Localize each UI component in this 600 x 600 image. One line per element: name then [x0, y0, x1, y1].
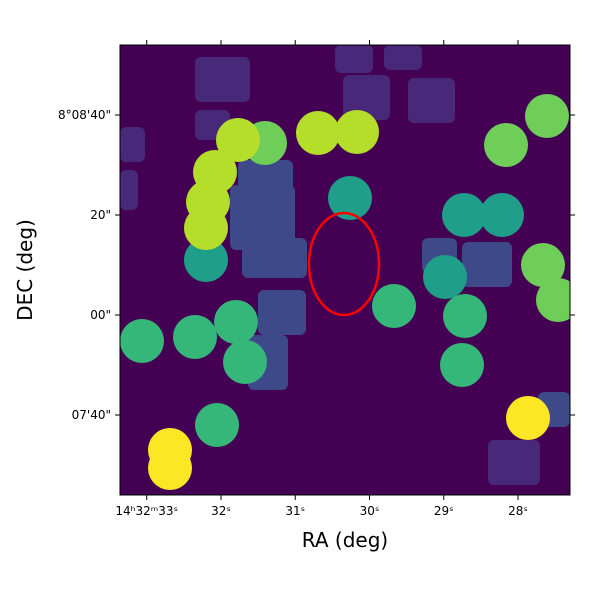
y-tick-label: 20"	[90, 208, 111, 222]
blobs-rect-purple	[120, 45, 540, 485]
x-axis-label: RA (deg)	[302, 528, 388, 552]
blobs-teal	[184, 176, 524, 299]
x-tick-label: 32ˢ	[211, 504, 231, 518]
y-axis-label: DEC (deg)	[13, 219, 37, 321]
y-tick-label: 8°08'40"	[58, 108, 111, 122]
image	[120, 45, 570, 495]
x-tick-label: 29ˢ	[434, 504, 454, 518]
x-tick-label: 30ˢ	[360, 504, 380, 518]
x-tick-label: 28ˢ	[508, 504, 528, 518]
blobs-green	[120, 284, 487, 447]
region-ellipse	[307, 211, 381, 317]
y-tick-label: 00"	[90, 308, 111, 322]
x-tick-label: 31ˢ	[285, 504, 305, 518]
blobs-yellow-green	[184, 110, 379, 250]
y-tick-label: 07'40"	[72, 408, 111, 422]
frame	[119, 44, 571, 496]
blobs-yellow	[148, 396, 550, 490]
x-tick-label: 14ʰ32ᵐ33ˢ	[115, 504, 178, 518]
